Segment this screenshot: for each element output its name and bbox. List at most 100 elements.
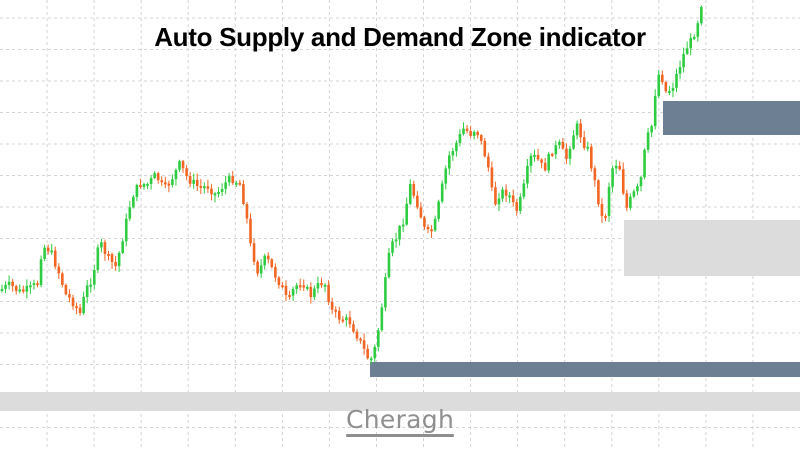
bullish-candle: [85, 285, 89, 297]
bullish-candle: [316, 283, 320, 289]
bullish-candle: [153, 173, 156, 178]
bullish-candle: [398, 226, 401, 240]
demand-zone: [624, 220, 800, 276]
bearish-candle: [103, 242, 107, 254]
bullish-candle: [0, 288, 4, 291]
bearish-candle: [593, 168, 597, 181]
bullish-candle: [323, 284, 327, 287]
bullish-candle: [554, 145, 558, 155]
bullish-candle: [433, 218, 437, 231]
bearish-candle: [252, 243, 256, 262]
demand-zone: [0, 392, 800, 411]
supply-zone: [663, 101, 800, 135]
bearish-candle: [231, 176, 235, 183]
bearish-candle: [139, 184, 142, 187]
bullish-candle: [675, 73, 678, 88]
bullish-candle: [614, 165, 618, 169]
bullish-candle: [668, 91, 671, 93]
bearish-candle: [661, 74, 664, 83]
bearish-candle: [352, 324, 355, 332]
bearish-candle: [14, 286, 18, 291]
bullish-candle: [96, 247, 100, 270]
bullish-candle: [384, 277, 387, 308]
bullish-candle: [700, 7, 703, 24]
bearish-candle: [256, 261, 259, 274]
bullish-candle: [377, 330, 380, 347]
bearish-candle: [68, 294, 71, 298]
bearish-candle: [277, 277, 281, 286]
bullish-candle: [508, 195, 511, 198]
bullish-candle: [696, 23, 700, 37]
bearish-candle: [355, 331, 359, 339]
bullish-candle: [124, 218, 128, 242]
bearish-candle: [210, 188, 213, 195]
bullish-candle: [643, 149, 646, 178]
bullish-candle: [462, 128, 465, 134]
bullish-candle: [32, 283, 36, 286]
bullish-candle: [408, 183, 412, 204]
bullish-candle: [146, 183, 149, 186]
bullish-candle: [646, 132, 650, 150]
bullish-candle: [437, 201, 440, 219]
bearish-candle: [543, 162, 547, 171]
bearish-candle: [465, 128, 469, 131]
bullish-candle: [394, 239, 398, 242]
bullish-candle: [50, 250, 53, 253]
bullish-candle: [568, 148, 572, 159]
bullish-candle: [259, 265, 263, 274]
bullish-candle: [203, 186, 206, 189]
bearish-candle: [281, 285, 284, 288]
bearish-candle: [540, 159, 543, 163]
bearish-candle: [206, 186, 210, 189]
bullish-candle: [149, 178, 153, 184]
bearish-candle: [330, 302, 334, 310]
bullish-candle: [650, 126, 653, 133]
bearish-candle: [327, 284, 330, 302]
bearish-candle: [416, 195, 419, 208]
bearish-candle: [419, 207, 423, 218]
bearish-candle: [185, 168, 188, 176]
bullish-candle: [263, 255, 266, 266]
bearish-candle: [107, 254, 110, 256]
bearish-candle: [114, 262, 117, 267]
bearish-candle: [359, 338, 362, 341]
bearish-candle: [167, 183, 171, 186]
bullish-candle: [387, 252, 391, 278]
bullish-candle: [7, 281, 11, 285]
bearish-candle: [53, 250, 57, 267]
bullish-candle: [306, 286, 309, 289]
bullish-candle: [82, 297, 85, 314]
bearish-candle: [600, 204, 604, 216]
bearish-candle: [597, 180, 600, 205]
bullish-candle: [100, 242, 103, 248]
bearish-candle: [284, 285, 288, 295]
bullish-candle: [117, 252, 121, 267]
bearish-candle: [515, 202, 519, 211]
bullish-candle: [235, 182, 238, 185]
bearish-candle: [36, 283, 39, 286]
bullish-candle: [629, 196, 632, 208]
bearish-candle: [479, 135, 483, 141]
bearish-candle: [188, 176, 192, 184]
bearish-candle: [75, 306, 78, 309]
bullish-candle: [171, 179, 174, 185]
bearish-candle: [242, 184, 245, 204]
bullish-candle: [526, 165, 529, 184]
bullish-candle: [132, 196, 135, 208]
bullish-candle: [224, 182, 227, 189]
bullish-candle: [639, 177, 643, 187]
bearish-candle: [362, 340, 366, 349]
bullish-candle: [458, 133, 462, 143]
bullish-candle: [227, 176, 231, 183]
bullish-candle: [455, 142, 458, 152]
bullish-candle: [444, 168, 448, 184]
bearish-candle: [266, 255, 270, 260]
bullish-candle: [135, 184, 139, 197]
bullish-candle: [192, 179, 195, 184]
bearish-candle: [476, 131, 479, 136]
bullish-candle: [529, 155, 533, 166]
bearish-candle: [309, 286, 313, 297]
bearish-candle: [412, 183, 416, 196]
